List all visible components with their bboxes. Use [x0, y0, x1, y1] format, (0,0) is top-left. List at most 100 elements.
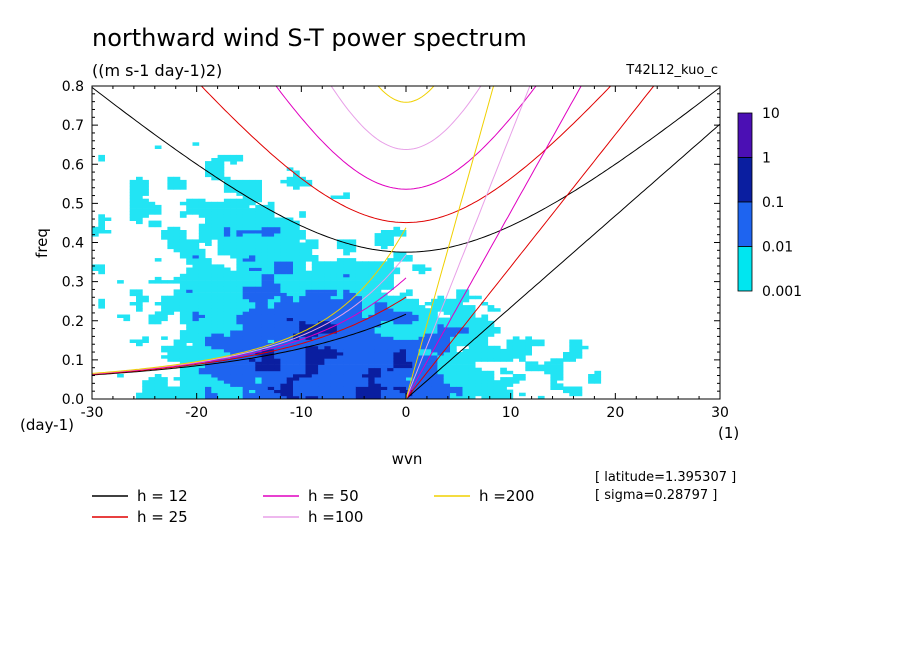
power-cell	[324, 295, 332, 300]
power-cell	[336, 317, 344, 322]
power-cell	[179, 314, 187, 318]
power-cell	[412, 308, 419, 312]
power-cell	[493, 348, 501, 353]
power-cell	[487, 370, 495, 375]
power-cell	[274, 305, 281, 309]
power-cell	[255, 311, 262, 315]
power-cell	[261, 295, 269, 300]
power-cell	[129, 211, 137, 215]
power-cell	[393, 251, 401, 256]
power-cell	[355, 352, 363, 356]
power-cell	[230, 317, 237, 322]
power-cell	[349, 258, 357, 262]
power-cell	[475, 295, 482, 300]
power-cell	[330, 195, 338, 199]
power-cell	[261, 314, 269, 318]
power-cell	[336, 364, 344, 369]
power-cell	[293, 302, 300, 306]
power-cell	[261, 311, 269, 315]
power-cell	[217, 239, 225, 243]
power-cell	[569, 389, 576, 394]
power-cell	[324, 317, 332, 322]
power-cell	[519, 339, 526, 343]
power-cell	[173, 308, 181, 312]
power-cell	[98, 223, 105, 228]
power-cell	[286, 233, 294, 237]
power-cell	[123, 317, 131, 322]
power-cell	[399, 395, 407, 399]
power-cell	[230, 183, 237, 187]
power-cell	[374, 333, 382, 337]
power-cell	[506, 355, 514, 359]
power-cell	[293, 186, 300, 190]
power-cell	[142, 383, 149, 387]
power-cell	[355, 383, 363, 387]
power-cell	[217, 339, 225, 343]
power-cell	[280, 267, 288, 271]
power-cell	[324, 280, 332, 284]
power-cell	[343, 264, 350, 268]
power-cell	[249, 198, 256, 203]
power-cell	[249, 245, 256, 250]
colorbar-label: 1	[762, 151, 771, 167]
power-cell	[249, 364, 256, 369]
power-cell	[217, 173, 225, 178]
power-cell	[324, 267, 332, 271]
power-cell	[198, 364, 206, 369]
power-cell	[569, 392, 576, 397]
power-cell	[437, 380, 445, 384]
power-cell	[242, 348, 250, 353]
power-cell	[198, 323, 206, 328]
power-cell	[198, 352, 206, 356]
power-cell	[424, 339, 432, 343]
power-cell	[512, 348, 520, 353]
power-cell	[192, 355, 200, 359]
power-cell	[142, 380, 149, 384]
power-cell	[293, 248, 300, 253]
power-cell	[456, 389, 463, 394]
y-tick-label: 0.0	[62, 392, 84, 408]
power-cell	[324, 298, 332, 303]
power-cell	[406, 348, 413, 353]
power-cell	[418, 370, 426, 375]
power-cell	[274, 286, 281, 290]
power-cell	[192, 392, 200, 397]
power-cell	[380, 367, 388, 372]
power-cell	[387, 336, 394, 340]
power-cell	[431, 370, 438, 375]
power-cell	[456, 305, 463, 309]
power-cell	[198, 270, 206, 275]
power-cell	[575, 389, 583, 394]
power-cell	[249, 255, 256, 259]
power-cell	[305, 276, 313, 281]
power-cell	[242, 367, 250, 372]
power-cell	[368, 339, 375, 343]
power-cell	[255, 333, 262, 337]
power-cell	[179, 395, 187, 399]
power-cell	[368, 389, 375, 394]
power-cell	[431, 298, 438, 303]
power-cell	[223, 292, 231, 297]
power-cell	[330, 320, 338, 325]
power-cell	[217, 352, 225, 356]
power-cell	[293, 364, 300, 369]
power-cell	[217, 370, 225, 375]
power-cell	[274, 223, 281, 228]
power-cell	[349, 298, 357, 303]
power-cell	[173, 302, 181, 306]
power-cell	[318, 261, 325, 265]
power-cell	[462, 336, 470, 340]
power-cell	[286, 267, 294, 271]
power-cell	[355, 361, 363, 365]
power-cell	[456, 361, 463, 365]
power-cell	[236, 377, 244, 381]
power-cell	[205, 226, 212, 231]
power-cell	[380, 392, 388, 397]
power-cell	[255, 195, 262, 199]
power-cell	[481, 348, 489, 353]
power-cell	[563, 389, 570, 394]
power-cell	[179, 273, 187, 278]
power-cell	[167, 230, 175, 234]
power-cell	[324, 264, 332, 268]
power-cell	[230, 276, 237, 281]
